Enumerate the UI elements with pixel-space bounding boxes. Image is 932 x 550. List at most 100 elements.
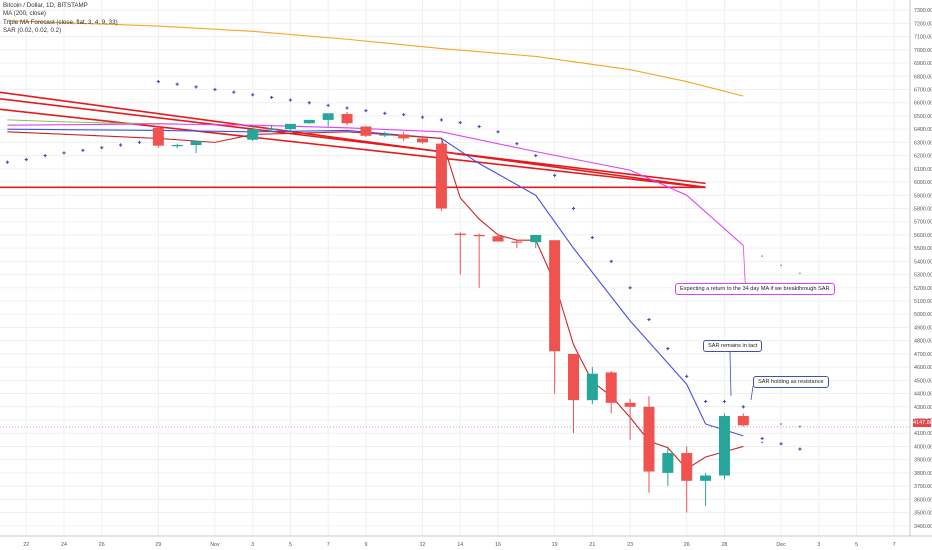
annotation-arrow-blue — [729, 351, 732, 397]
time-tick-label: 9 — [364, 542, 367, 548]
candle-body — [624, 402, 636, 407]
sar-dot — [43, 154, 47, 158]
candles — [152, 111, 749, 513]
price-tick-label: 5700.00 — [914, 220, 932, 226]
sar-dot — [666, 347, 670, 351]
time-tick-label: 26 — [99, 542, 105, 548]
time-tick-label: 16 — [495, 542, 501, 548]
annotation-ma34[interactable]: Expecting a return to the 34 day MA if w… — [675, 283, 835, 295]
price-tick-label: 6900.00 — [914, 61, 932, 67]
sar-forecast-dot — [780, 264, 782, 267]
candle-body — [417, 138, 429, 143]
price-tick-label: 3500.00 — [914, 511, 932, 517]
sar-dot — [175, 82, 179, 86]
candle-body — [190, 141, 202, 146]
series-line — [7, 123, 744, 246]
sar-dot — [383, 111, 387, 115]
legend-ma200[interactable]: MA (200, close) — [3, 10, 46, 18]
sar-forecast-dot — [761, 441, 763, 444]
time-tick-label: 5 — [855, 542, 858, 548]
moving-averages — [7, 20, 744, 470]
sar-dot — [590, 235, 594, 240]
price-tick-label: 6500.00 — [914, 114, 932, 120]
sar-dot — [798, 447, 802, 451]
sar-dot — [628, 286, 632, 290]
candle-body — [266, 128, 278, 130]
sar-dot — [420, 115, 425, 119]
candle-body — [700, 475, 712, 481]
sar-dot — [439, 118, 443, 122]
candle-body — [567, 353, 579, 401]
time-tick-label: 14 — [457, 542, 463, 548]
sar-dot — [647, 317, 651, 322]
symbol-title[interactable]: Bitcoin / Dollar, 1D, BITSTAMP — [3, 2, 88, 9]
price-tick-label: 4400.00 — [914, 392, 932, 398]
price-tick-label: 7100.00 — [914, 35, 932, 41]
price-tick-label: 6100.00 — [914, 167, 932, 173]
price-tick-label: 6000.00 — [914, 180, 932, 186]
sar-dot — [307, 101, 311, 105]
price-tick-label: 5800.00 — [914, 206, 932, 212]
candle-body — [643, 406, 655, 472]
sar-dot — [534, 154, 538, 158]
candle-body — [303, 119, 315, 124]
price-tick-label: 7300.00 — [914, 8, 932, 14]
price-tick-label: 6200.00 — [914, 154, 932, 160]
price-tick-label: 3900.00 — [914, 458, 932, 464]
candle-body — [718, 416, 730, 476]
time-tick-label: 24 — [61, 542, 67, 548]
price-tick-label: 5200.00 — [914, 286, 932, 292]
price-tick-label: 6400.00 — [914, 127, 932, 133]
price-tick-label: 7000.00 — [914, 48, 932, 54]
sar-dot — [741, 405, 745, 409]
price-tick-label: 3600.00 — [914, 497, 932, 503]
candle-body — [492, 236, 504, 242]
price-tick-label: 5500.00 — [914, 246, 932, 252]
indicator-legend: Bitcoin / Dollar, 1D, BITSTAMP MA (200, … — [3, 2, 118, 35]
legend-sar[interactable]: SAR (0.02, 0.02, 0.2) — [3, 26, 62, 34]
price-tick-label: 4500.00 — [914, 378, 932, 384]
price-axis[interactable]: 7300.00 7200.00 7100.00 7000.00 6900.00 6800.… — [914, 8, 932, 530]
price-tick-label: 4800.00 — [914, 339, 932, 345]
candle-body — [284, 123, 296, 130]
grid — [0, 0, 910, 536]
price-tick-label: 4700.00 — [914, 352, 932, 358]
price-tick-label: 5600.00 — [914, 233, 932, 239]
sar-dot — [232, 90, 236, 94]
price-tick-label: 4000.00 — [914, 444, 932, 450]
sar-dot — [571, 206, 576, 211]
sar-dot — [156, 79, 160, 84]
annotation-sar-resistance[interactable]: SAR holding as resistance — [753, 376, 829, 388]
candle-body — [247, 129, 259, 140]
price-tick-label: 3400.00 — [914, 524, 932, 530]
sar-dot — [779, 442, 783, 446]
sar-dot — [402, 113, 406, 117]
time-tick-label: 22 — [23, 542, 29, 548]
price-tick-label: 4600.00 — [914, 365, 932, 371]
candle-body — [379, 134, 391, 136]
sar-dot — [119, 143, 123, 147]
time-tick-label: 28 — [721, 542, 727, 548]
sar-dot — [326, 103, 330, 107]
candle-body — [511, 241, 523, 243]
annotation-leader-pink — [742, 245, 746, 286]
candle-body — [341, 113, 353, 124]
candle-body — [435, 143, 447, 209]
candle-body — [586, 373, 598, 401]
sar-forecast-dot — [780, 423, 782, 425]
annotation-sar-intact[interactable]: SAR remains in tact — [703, 340, 763, 352]
sar-dot — [609, 259, 613, 263]
sar-dot — [703, 399, 708, 404]
legend-triple-ma[interactable]: Triple MA Forecast (close, flat, 3, 4, 9… — [3, 18, 118, 26]
candle-body — [662, 453, 674, 473]
price-tick-label: 4100.00 — [914, 431, 932, 437]
time-axis[interactable]: 22 24 26 29 Nov 3 5 7 9 12 14 16 19 21 23 26 28 Dec 3 5 7 — [23, 542, 895, 548]
annotation-arrow-blue — [750, 385, 754, 401]
candle-body — [152, 127, 164, 146]
price-tick-label: 5100.00 — [914, 299, 932, 305]
candle-body — [737, 416, 749, 426]
sar-dot — [722, 399, 727, 404]
trendline — [0, 91, 706, 189]
sar-forecast-dot — [799, 425, 801, 428]
